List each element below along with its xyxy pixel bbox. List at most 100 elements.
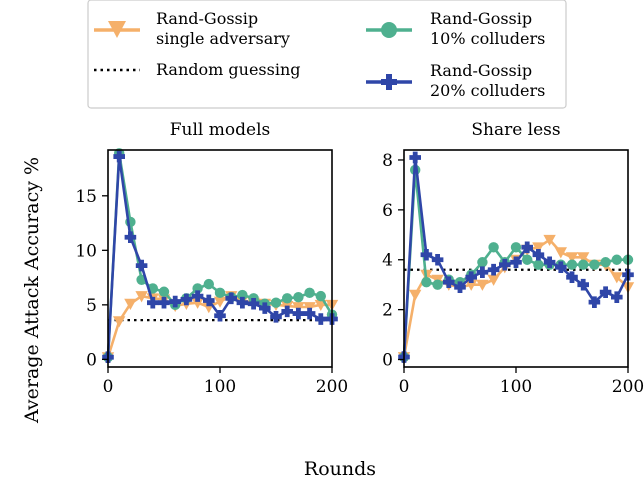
point-c10-full-models [315, 290, 326, 302]
point-single-share-less [543, 234, 556, 246]
point-c20-full-models [292, 307, 305, 320]
point-single-share-less [577, 252, 590, 264]
point-c20-share-less [443, 276, 455, 288]
x-tick-label-share-less: 0 [399, 377, 410, 397]
point-c20-full-models [169, 295, 181, 308]
point-c20-full-models [180, 293, 193, 306]
point-single-full-models [124, 298, 137, 310]
point-c20-share-less [588, 296, 601, 308]
point-c10-full-models [214, 287, 226, 299]
y-tick-label-share-less: 4 [382, 251, 393, 271]
series-line-c10-full-models [106, 152, 334, 358]
point-c20-full-models [315, 313, 327, 325]
point-single-full-models [303, 302, 316, 314]
point-c20-share-less [566, 271, 578, 284]
axes-frame-full-models [107, 149, 333, 368]
point-c20-share-less [599, 286, 612, 298]
point-c20-share-less [577, 278, 589, 291]
point-c10-full-models [304, 287, 315, 299]
subplot-title-share-less: Share less [471, 120, 560, 140]
point-c20-full-models [281, 305, 293, 318]
point-single-share-less [532, 242, 545, 254]
point-c20-share-less [420, 248, 433, 261]
legend-label-c20-line2: 20% colluders [430, 81, 545, 100]
point-c20-full-models [158, 296, 170, 309]
legend-label-c20-line1: Rand-Gossip [430, 61, 532, 80]
legend-marker-single [108, 21, 126, 38]
legend-frame [87, 0, 567, 109]
point-c10-share-less [566, 259, 578, 270]
y-tick-label-share-less: 8 [382, 151, 393, 171]
legend-label-random: Random guessing [156, 60, 301, 79]
point-single-share-less [465, 279, 478, 291]
point-single-full-models [135, 291, 148, 303]
point-c20-share-less [454, 281, 466, 293]
subplot-share-less: 0 100 200 0 2 4 6 8 [382, 149, 644, 397]
point-c20-full-models [303, 307, 316, 320]
point-c10-full-models [237, 289, 248, 301]
point-c20-full-models [124, 231, 137, 244]
y-tick-label-full-models: 15 [75, 187, 97, 207]
point-c10-share-less [477, 257, 488, 268]
x-tick-label-full-models: 200 [316, 377, 348, 397]
legend-marker-c10 [381, 22, 397, 38]
legend: Rand-Gossip single adversary Random gues… [87, 0, 567, 109]
point-c10-share-less [578, 259, 589, 270]
point-c20-full-models [236, 296, 249, 309]
point-c20-share-less [510, 256, 522, 269]
point-single-full-models [292, 302, 305, 314]
point-single-full-models [191, 297, 204, 309]
point-c20-share-less [487, 263, 500, 276]
point-c20-full-models [203, 294, 215, 307]
point-c20-share-less [476, 266, 489, 279]
point-single-share-less [487, 274, 500, 286]
y-tick-label-full-models: 0 [86, 350, 97, 370]
point-c20-full-models [191, 290, 204, 302]
point-c20-full-models [113, 150, 126, 163]
point-c20-share-less [409, 151, 421, 164]
point-single-share-less [409, 289, 422, 301]
point-c10-full-models [270, 297, 282, 308]
point-c20-full-models [270, 311, 282, 323]
point-c10-share-less [522, 254, 533, 265]
point-c10-share-less [421, 276, 432, 288]
y-tick-label-share-less: 2 [382, 301, 393, 321]
point-c10-full-models [293, 292, 304, 303]
point-single-share-less [565, 252, 579, 264]
point-single-share-less [476, 279, 489, 291]
x-axis-title: Rounds [304, 458, 376, 480]
point-c20-share-less [499, 258, 511, 271]
x-tick-label-full-models: 100 [204, 377, 236, 397]
point-c10-share-less [600, 257, 611, 268]
legend-entry-c10: Rand-Gossip 10% colluders [366, 9, 545, 48]
point-c20-share-less [532, 248, 545, 261]
legend-entry-random: Random guessing [94, 60, 301, 79]
point-c10-share-less [432, 279, 443, 290]
legend-label-single-line2: single adversary [156, 29, 290, 48]
point-c10-share-less [589, 259, 600, 270]
point-c20-full-models [225, 292, 237, 305]
subplot-title-full-models: Full models [170, 120, 270, 140]
point-c10-full-models [158, 286, 170, 297]
series-line-c20-full-models [106, 155, 332, 358]
point-c20-share-less [555, 261, 567, 274]
point-single-full-models [113, 316, 126, 328]
point-c20-full-models [259, 302, 271, 314]
legend-entry-single: Rand-Gossip single adversary [94, 9, 290, 48]
legend-label-single-line1: Rand-Gossip [156, 9, 258, 28]
point-single-share-less [610, 272, 623, 284]
legend-entry-c20: Rand-Gossip 20% colluders [366, 61, 545, 100]
y-tick-label-share-less: 6 [382, 201, 393, 221]
point-c20-full-models [247, 297, 260, 310]
point-c10-full-models [203, 278, 214, 290]
point-c20-full-models [214, 309, 226, 322]
point-c10-share-less [611, 254, 622, 265]
point-c20-share-less [465, 271, 477, 284]
point-single-share-less [554, 247, 567, 259]
point-c20-share-less [611, 291, 623, 303]
subplot-full-models: 0 100 200 0 5 10 15 [75, 148, 348, 397]
legend-marker-c20 [381, 74, 397, 90]
y-axis-title: Average Attack Accuracy % [21, 157, 43, 424]
legend-label-c10-line1: Rand-Gossip [430, 9, 532, 28]
